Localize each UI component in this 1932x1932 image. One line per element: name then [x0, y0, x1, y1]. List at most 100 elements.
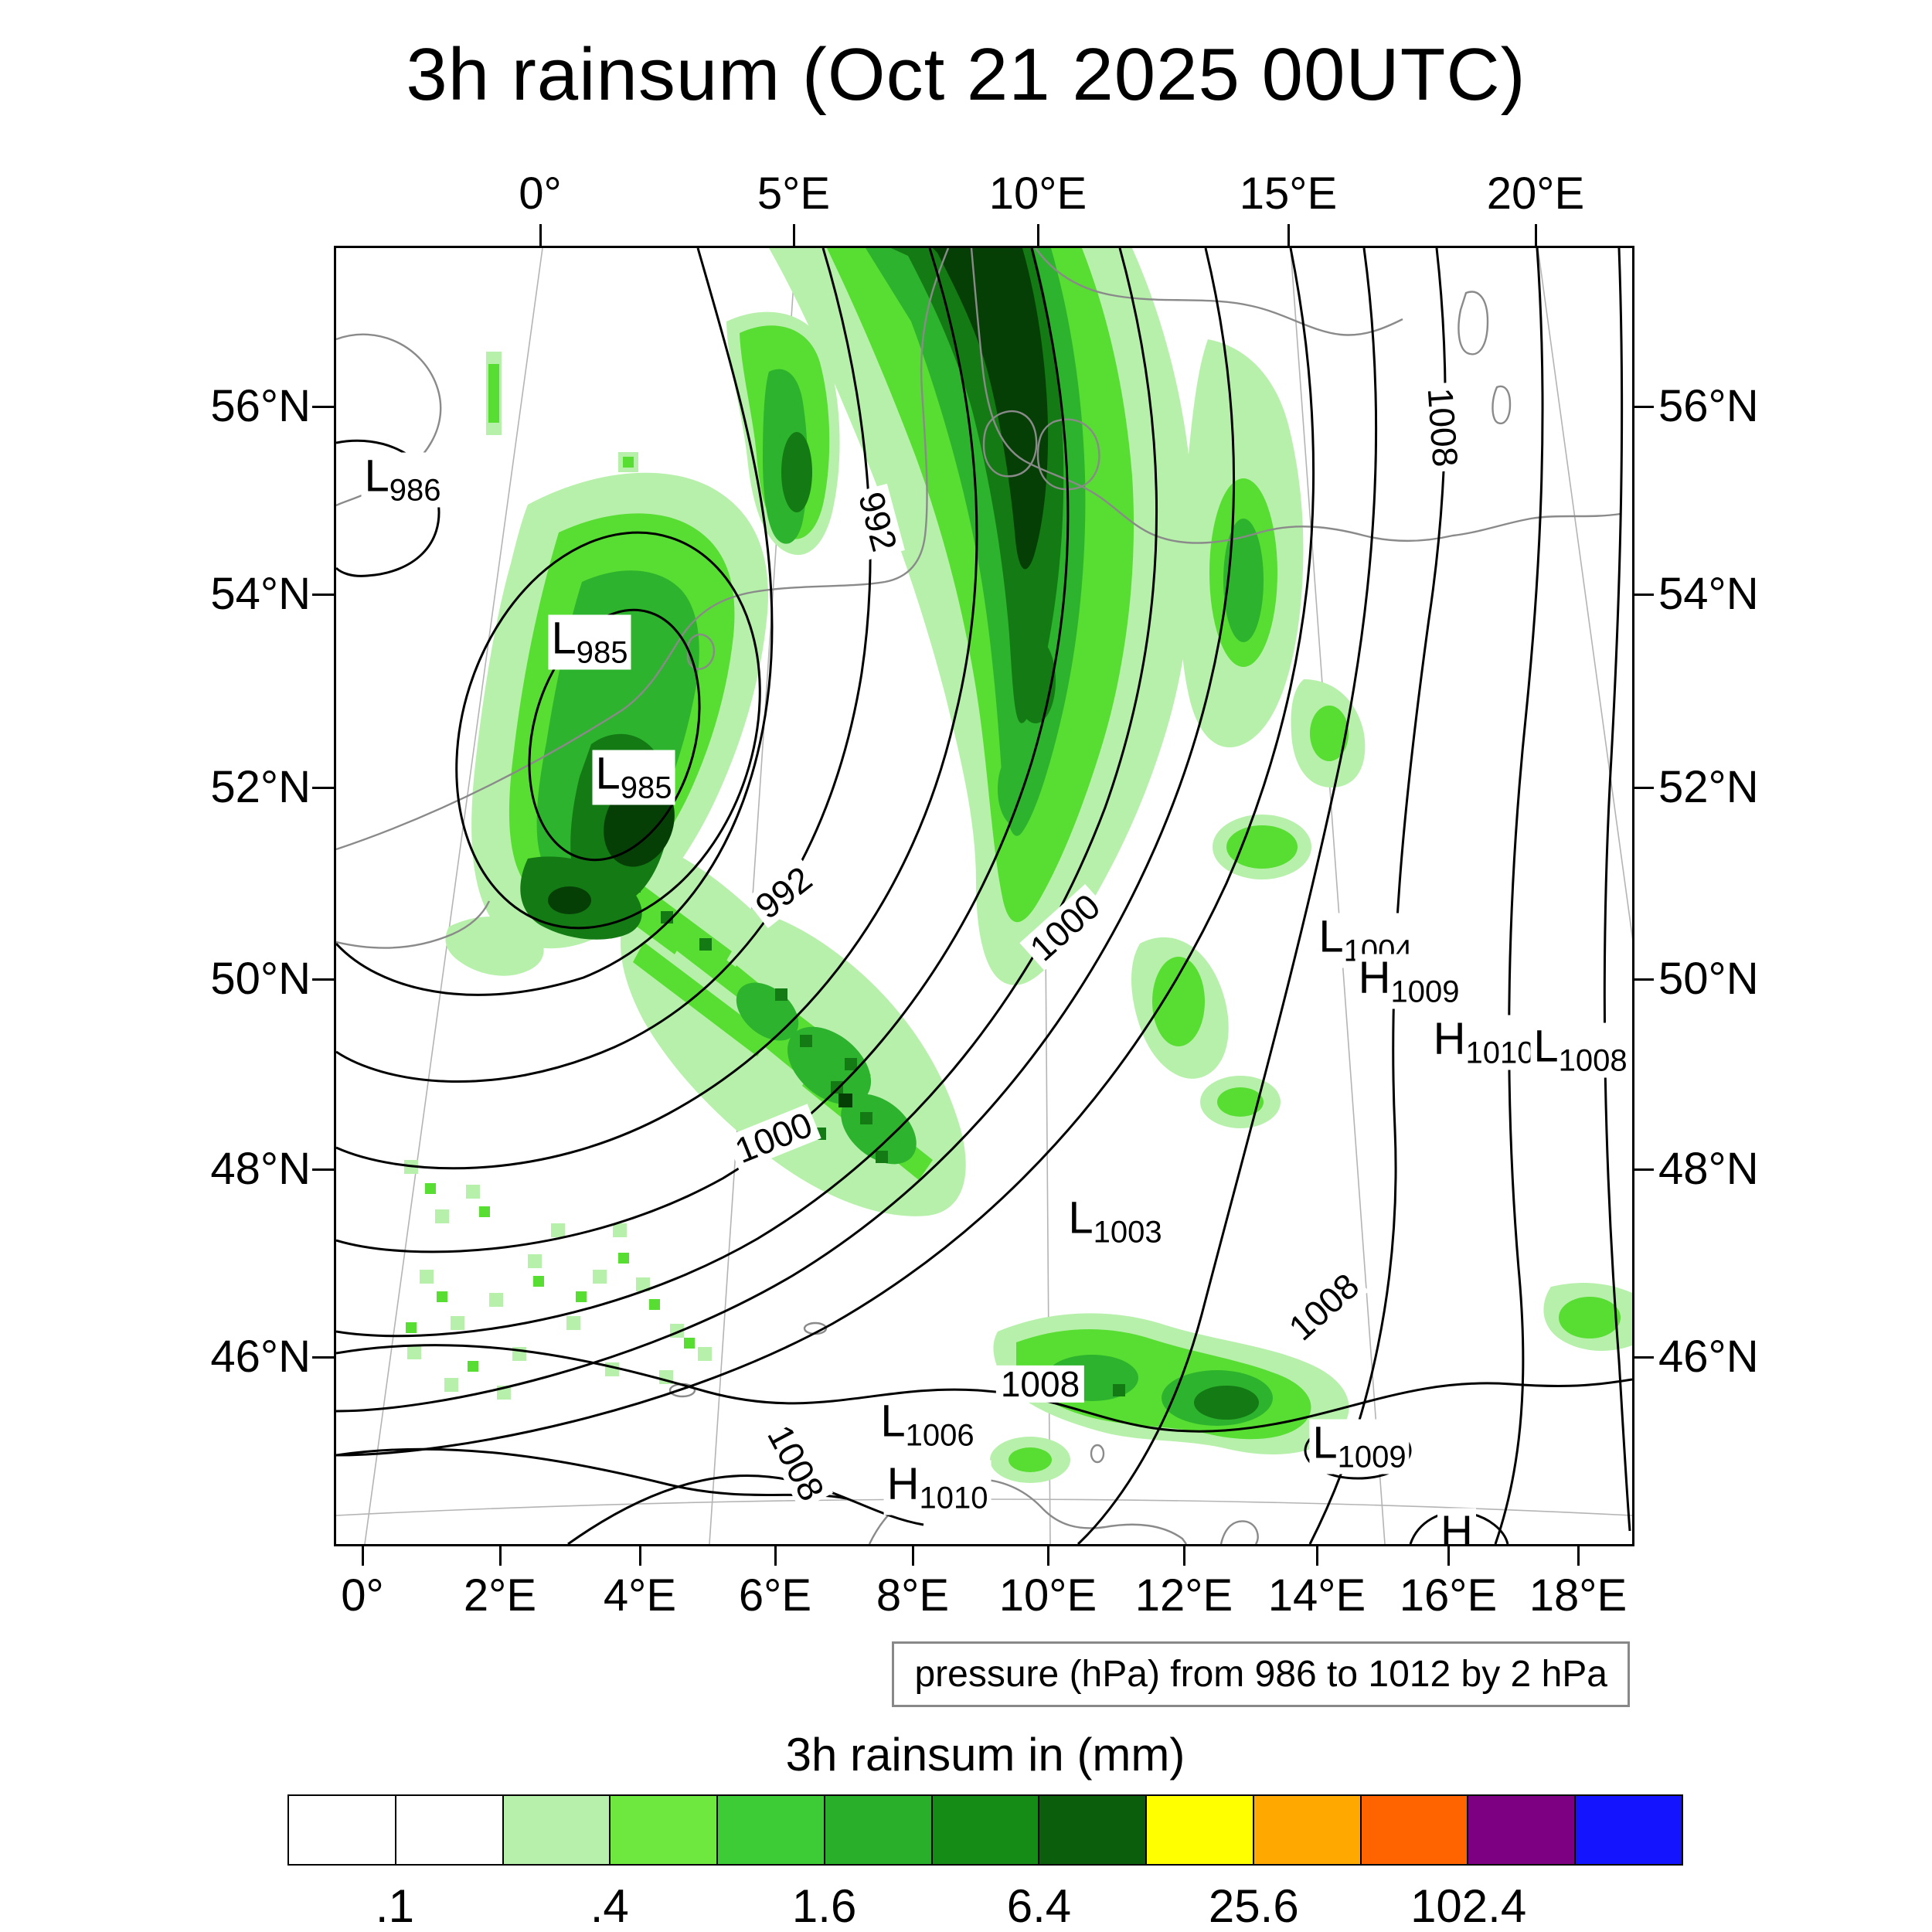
lon-tick-label-bottom: 12°E: [1134, 1570, 1233, 1621]
pressure-center-value: 985: [576, 635, 628, 670]
lat-tick-label-left: 48°N: [210, 1144, 311, 1194]
lon-tick-label-bottom: 6°E: [738, 1570, 812, 1621]
pressure-center-value: 1010: [919, 1481, 988, 1515]
pressure-center-letter: H: [1440, 1506, 1473, 1546]
axis-tick-bottom: [1182, 1544, 1185, 1566]
axis-tick-left: [312, 1168, 334, 1171]
colorbar-cell: [1468, 1794, 1577, 1866]
pressure-center-value: 1009: [1390, 975, 1460, 1009]
lat-tick-label-left: 54°N: [210, 569, 311, 619]
colorbar-cell: [503, 1794, 611, 1866]
lat-tick-label-left: 50°N: [210, 954, 311, 1004]
axis-tick-bottom: [774, 1544, 777, 1566]
colorbar-tick-label: 25.6: [1208, 1880, 1299, 1932]
map-frame: 992 992 1000 1000 1008 1008 1008 1008 L986 L985 L9…: [334, 246, 1634, 1546]
axis-tick-top: [539, 224, 542, 246]
isobar-contours: [336, 248, 1632, 1544]
colorbar-cell: [396, 1794, 504, 1866]
axis-tick-left: [312, 1355, 334, 1359]
colorbar-cell: [611, 1794, 719, 1866]
pressure-center-label: L1008: [1530, 1022, 1631, 1078]
lon-tick-label-bottom: 10°E: [998, 1570, 1097, 1621]
lon-tick-label-bottom: 8°E: [876, 1570, 950, 1621]
colorbar-tick-label: .4: [590, 1880, 629, 1932]
colorbar-cell: [287, 1794, 396, 1866]
map-label-overlay: 992 992 1000 1000 1008 1008 1008 1008 L986 L985 L9…: [336, 248, 1632, 1544]
colorbar-cell: [1039, 1794, 1148, 1866]
lat-tick-label-right: 48°N: [1658, 1144, 1759, 1194]
axis-tick-top: [1036, 224, 1039, 246]
axis-tick-left: [312, 405, 334, 408]
colorbar-cell: [1253, 1794, 1362, 1866]
pressure-center-label: L986: [361, 451, 444, 508]
lat-tick-label-left: 56°N: [210, 381, 311, 431]
pressure-center-letter: L: [1312, 1417, 1338, 1468]
colorbar-tick-label: .1: [375, 1880, 414, 1932]
pressure-center-letter: L: [364, 451, 389, 502]
axis-tick-bottom: [1046, 1544, 1049, 1566]
colorbar-cell: [932, 1794, 1040, 1866]
isobar-value-label: 1008: [995, 1366, 1085, 1403]
colorbar-tick-label: 102.4: [1410, 1880, 1527, 1932]
pressure-center-label: L1006: [877, 1396, 978, 1453]
colorbar-tick-label: 1.6: [791, 1880, 857, 1932]
axis-tick-top: [792, 224, 795, 246]
axis-tick-bottom: [638, 1544, 641, 1566]
isobar-value-label: 1000: [725, 1104, 822, 1172]
axis-tick-bottom: [1315, 1544, 1318, 1566]
pressure-center-letter: H: [1358, 952, 1391, 1003]
colorbar: [287, 1794, 1683, 1866]
lon-tick-label-top: 0°: [519, 168, 562, 219]
pressure-center-letter: L: [1318, 911, 1344, 962]
colorbar-cell: [1147, 1794, 1254, 1866]
lon-tick-label-bottom: 0°: [341, 1570, 384, 1621]
pressure-center-value: 1003: [1093, 1215, 1162, 1250]
pressure-center-value: 985: [620, 770, 672, 805]
axis-tick-top: [1287, 224, 1290, 246]
pressure-center-value: 986: [389, 473, 441, 508]
colorbar-title: 3h rainsum in (mm): [785, 1729, 1185, 1781]
pressure-center-letter: L: [1068, 1192, 1094, 1243]
lat-tick-label-right: 56°N: [1658, 381, 1759, 431]
axis-tick-left: [312, 978, 334, 981]
lon-tick-label-top: 5°E: [757, 168, 831, 219]
lon-tick-label-bottom: 4°E: [603, 1570, 677, 1621]
pressure-center-letter: L: [551, 613, 577, 664]
pressure-center-letter: L: [880, 1396, 906, 1447]
isobar-value-label: 1008: [1278, 1263, 1369, 1351]
pressure-center-label: H1009: [1355, 954, 1463, 1009]
isobar-value-label: 992: [851, 483, 905, 560]
pressure-legend-text: pressure (hPa) from 986 to 1012 by 2 hPa: [914, 1654, 1607, 1695]
lon-tick-label-top: 20°E: [1486, 168, 1585, 219]
lat-tick-label-left: 46°N: [210, 1332, 311, 1382]
colorbar-cell: [825, 1794, 933, 1866]
pressure-legend-box: pressure (hPa) from 986 to 1012 by 2 hPa: [892, 1641, 1630, 1707]
isobar-value-label: 1000: [1019, 883, 1111, 971]
colorbar-cell: [718, 1794, 825, 1866]
lat-tick-label-right: 52°N: [1658, 762, 1759, 812]
axis-tick-top: [1534, 224, 1537, 246]
lat-tick-label-right: 54°N: [1658, 569, 1759, 619]
axis-tick-bottom: [911, 1544, 914, 1566]
lat-tick-label-left: 52°N: [210, 762, 311, 812]
axis-tick-bottom: [361, 1544, 364, 1566]
pressure-center-label: H1010: [1430, 1015, 1538, 1070]
axis-tick-right: [1632, 1168, 1654, 1171]
axis-tick-right: [1632, 1355, 1654, 1359]
axis-tick-bottom: [1577, 1544, 1580, 1566]
page-title: 3h rainsum (Oct 21 2025 00UTC): [406, 33, 1526, 116]
axis-tick-bottom: [1447, 1544, 1450, 1566]
pressure-center-label: L985: [548, 613, 631, 670]
pressure-center-label: L1003: [1065, 1192, 1165, 1250]
pressure-center-label: L1009: [1309, 1417, 1410, 1475]
lat-tick-label-right: 50°N: [1658, 954, 1759, 1004]
lon-tick-label-bottom: 18°E: [1529, 1570, 1628, 1621]
pressure-center-letter: H: [1433, 1013, 1466, 1064]
axis-tick-right: [1632, 593, 1654, 596]
pressure-center-value: 1006: [905, 1418, 975, 1453]
axis-tick-right: [1632, 405, 1654, 408]
isobar-value-label: 992: [745, 856, 822, 929]
pressure-center-value: 1010: [1465, 1036, 1535, 1070]
colorbar-cell: [1361, 1794, 1469, 1866]
